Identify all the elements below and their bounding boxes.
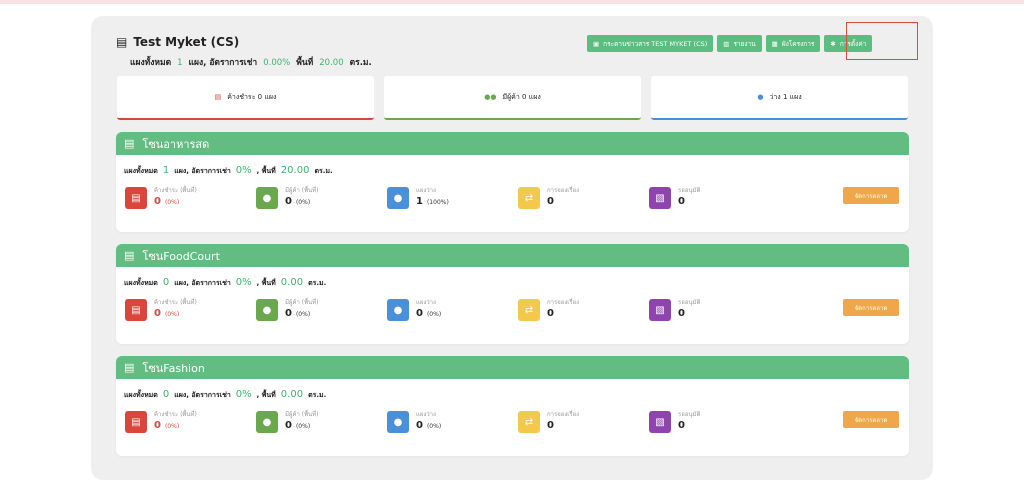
- stat-tenants: ● มีผู้ค้า (พื้นที่) 0 (0%): [256, 299, 318, 321]
- report-button[interactable]: ▥ รายงาน: [717, 35, 762, 52]
- chart-icon: ▥: [723, 39, 730, 48]
- exchange-icon: ⇄: [518, 299, 540, 321]
- stat-overdue: ▤ ค้างชำระ (พื้นที่) 0 (0%): [125, 187, 197, 209]
- zone-summary: แผงทั้งหมด 0 แผง, อัตราการเช่า 0%, พื้นที่ 0…: [124, 277, 327, 288]
- user-icon: ●: [387, 299, 409, 321]
- zone-header: ▤ โซนFoodCourt: [116, 244, 909, 267]
- gear-icon: ✱: [830, 39, 836, 48]
- board-icon: ▣: [593, 39, 600, 48]
- overdue-card[interactable]: ▤ ค้างชำระ 0 แผง: [117, 76, 374, 120]
- stat-vacant: ● แผงว่าง 1 (100%): [387, 187, 449, 209]
- toolbar: ▣ กระดานข่าวสาร TEST MYKET (CS) ▥ รายงาน ▦…: [587, 35, 873, 52]
- zone-card: ▤ โซนFoodCourt แผงทั้งหมด 0 แผง, อัตราการเช…: [116, 244, 909, 344]
- settings-button[interactable]: ✱ การตั้งค่า: [824, 35, 873, 52]
- zone-header: ▤ โซนอาหารสด: [116, 132, 909, 155]
- document-icon: ▤: [214, 93, 222, 101]
- manage-market-button[interactable]: จัดการตลาด: [843, 187, 899, 204]
- zone-summary: แผงทั้งหมด 1 แผง, อัตราการเช่า 0%, พื้นที่ 2…: [124, 165, 333, 176]
- clipboard-icon: ▧: [649, 299, 671, 321]
- zone-card: ▤ โซนอาหารสด แผงทั้งหมด 1 แผง, อัตราการเช่า…: [116, 132, 909, 232]
- stat-tenants: ● มีผู้ค้า (พื้นที่) 0 (0%): [256, 411, 318, 433]
- news-board-button[interactable]: ▣ กระดานข่าวสาร TEST MYKET (CS): [587, 35, 714, 52]
- stat-booking: ⇄ การจองเรื่อง 0: [518, 299, 579, 321]
- summary-row: ▤ ค้างชำระ 0 แผง ●● มีผู้ค้า 0 แผง ● ว่าง 1…: [117, 76, 908, 120]
- stat-pending: ▧ รออนุมัติ 0: [649, 299, 700, 321]
- document-icon: ▤: [125, 187, 147, 209]
- layout-button[interactable]: ▦ ผังโครงการ: [765, 35, 821, 52]
- stat-vacant: ● แผงว่าง 0 (0%): [387, 299, 441, 321]
- document-icon: ▤: [125, 411, 147, 433]
- exchange-icon: ⇄: [518, 411, 540, 433]
- user-icon: ●: [387, 187, 409, 209]
- stat-vacant: ● แผงว่าง 0 (0%): [387, 411, 441, 433]
- manage-market-button[interactable]: จัดการตลาด: [843, 299, 899, 316]
- manage-market-button[interactable]: จัดการตลาด: [843, 411, 899, 428]
- user-icon: ●: [757, 93, 764, 101]
- map-icon: ▦: [771, 39, 778, 48]
- zone-header: ▤ โซนFashion: [116, 356, 909, 379]
- user-icon: ●: [387, 411, 409, 433]
- zone-summary: แผงทั้งหมด 0 แผง, อัตราการเช่า 0%, พื้นที่ 0…: [124, 389, 327, 400]
- users-icon: ●: [256, 411, 278, 433]
- stat-overdue: ▤ ค้างชำระ (พื้นที่) 0 (0%): [125, 299, 197, 321]
- top-border: [0, 0, 1024, 4]
- stat-overdue: ▤ ค้างชำระ (พื้นที่) 0 (0%): [125, 411, 197, 433]
- store-icon: ▤: [124, 361, 135, 374]
- exchange-icon: ⇄: [518, 187, 540, 209]
- store-icon: ▤: [116, 35, 128, 49]
- stat-tenants: ● มีผู้ค้า (พื้นที่) 0 (0%): [256, 187, 318, 209]
- users-icon: ●●: [484, 93, 497, 101]
- stat-pending: ▧ รออนุมัติ 0: [649, 411, 700, 433]
- stat-booking: ⇄ การจองเรื่อง 0: [518, 187, 579, 209]
- stat-booking: ⇄ การจองเรื่อง 0: [518, 411, 579, 433]
- project-summary: แผงทั้งหมด 1 แผง, อัตราการเช่า 0.00% พื้…: [130, 58, 372, 68]
- vacant-card[interactable]: ● ว่าง 1 แผง: [651, 76, 908, 120]
- document-icon: ▤: [125, 299, 147, 321]
- clipboard-icon: ▧: [649, 411, 671, 433]
- store-icon: ▤: [124, 249, 135, 262]
- store-icon: ▤: [124, 137, 135, 150]
- tenants-card[interactable]: ●● มีผู้ค้า 0 แผง: [384, 76, 641, 120]
- users-icon: ●: [256, 187, 278, 209]
- highlight-box: [846, 22, 918, 60]
- clipboard-icon: ▧: [649, 187, 671, 209]
- users-icon: ●: [256, 299, 278, 321]
- project-title: ▤ Test Myket (CS): [116, 35, 240, 49]
- zone-card: ▤ โซนFashion แผงทั้งหมด 0 แผง, อัตราการเช่า…: [116, 356, 909, 456]
- stat-pending: ▧ รออนุมัติ 0: [649, 187, 700, 209]
